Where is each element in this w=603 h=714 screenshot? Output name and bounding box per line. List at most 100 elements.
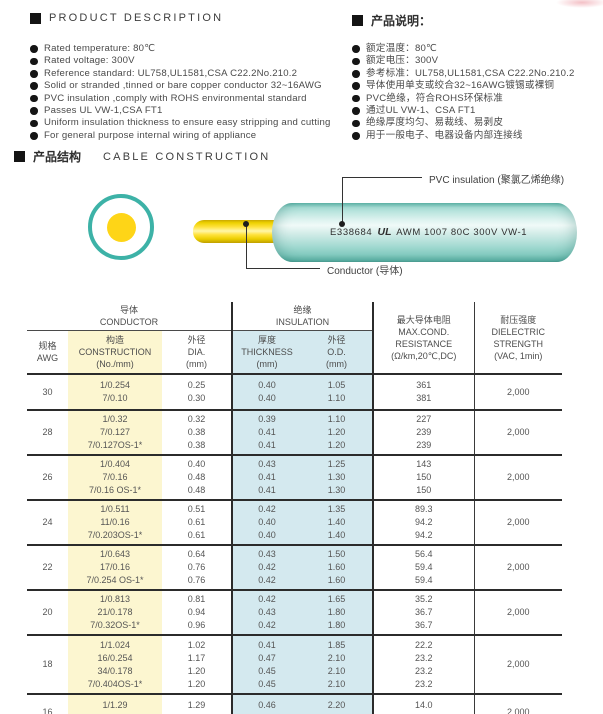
list-item: Rated voltage: 300V (30, 55, 331, 67)
list-item: 用于一般电子、电器设备内部连接线 (352, 130, 575, 142)
cell-awg: 24 (27, 500, 68, 546)
table-row-awg30: 30 1/0.254 7/0.10 0.25 0.30 0.40 0.40 1.… (27, 374, 562, 411)
construction-header: 构造 CONSTRUCTION (No./mm) (68, 330, 162, 375)
corner-artifact (556, 0, 603, 8)
cell-dielectric: 2,000 (473, 374, 562, 411)
product-notes-list: 额定温度：80℃ 额定电压：300V 参考标准：UL758,UL1581,CSA… (352, 43, 575, 142)
cell-awg: 20 (27, 590, 68, 636)
cell-od: 1.85 2.10 2.10 2.10 (301, 635, 373, 695)
section-title-text: PRODUCT DESCRIPTION (49, 12, 224, 24)
cell-dia: 0.25 0.30 (162, 374, 232, 411)
cell-dia: 0.51 0.61 0.61 (162, 500, 232, 546)
bullet-icon (352, 119, 360, 128)
cable-print-text: E338684 UL AWM 1007 80C 300V VW-1 (330, 226, 527, 238)
cell-od: 1.10 1.20 1.20 (301, 410, 373, 456)
od-header: 外径 O.D. (mm) (301, 330, 373, 375)
list-item: 额定温度：80℃ (352, 43, 575, 55)
product-notes-title: 产品说明： (352, 12, 431, 29)
cell-thickness: 0.42 0.43 0.42 (231, 590, 301, 636)
cell-thickness: 0.40 0.40 (231, 374, 301, 411)
conductor-group-header: 导体 CONDUCTOR (27, 302, 232, 331)
bullet-icon (30, 82, 38, 90)
cell-resistance: 56.4 59.4 59.4 (372, 545, 474, 591)
list-item: Solid or stranded ,tinned or bare copper… (30, 80, 331, 92)
table-row-awg28: 28 1/0.32 7/0.127 7/0.127OS-1* 0.32 0.38… (27, 410, 562, 456)
conductor-label: Conductor (导体) (327, 266, 403, 277)
cell-thickness: 0.43 0.41 0.41 (231, 455, 301, 501)
ul-logo-icon: UL (377, 226, 392, 238)
leader-line (342, 177, 343, 224)
cell-awg: 26 (27, 455, 68, 501)
cell-awg: 16 (42, 706, 53, 714)
table-row-awg16: 16 1/1.29 26/0.254 1.29 1.49 0.46 0.46 2… (27, 694, 562, 714)
awg-header: 规格 AWG (27, 330, 68, 375)
cell-dia: 1.29 1.49 (187, 700, 206, 714)
bullet-icon (30, 70, 38, 78)
black-square-icon (352, 15, 363, 26)
leader-dot (339, 221, 345, 227)
bullet-icon (352, 82, 360, 90)
cell-thickness: 0.42 0.40 0.40 (231, 500, 301, 546)
cell-dia: 0.32 0.38 0.38 (162, 410, 232, 456)
cell-construction: 1/0.254 7/0.10 (68, 374, 162, 411)
cable-cross-section (88, 194, 154, 260)
cell-resistance: 143 150 150 (372, 455, 474, 501)
list-item: For general purpose internal wiring of a… (30, 130, 331, 142)
bullet-icon (352, 107, 360, 115)
table-row-awg26: 26 1/0.404 7/0.16 7/0.16 OS-1* 0.40 0.48… (27, 455, 562, 501)
table-row-awg18: 18 1/1.024 16/0.254 34/0.178 7/0.404OS-1… (27, 635, 562, 695)
list-item: PVC insulation ,comply with ROHS environ… (30, 93, 331, 105)
cell-awg: 22 (27, 545, 68, 591)
cell-resistance: 227 239 239 (372, 410, 474, 456)
dia-header: 外径 DIA. (mm) (162, 330, 232, 375)
cell-dia: 0.64 0.76 0.76 (162, 545, 232, 591)
product-description-title: PRODUCT DESCRIPTION (30, 12, 223, 24)
table-row-awg24: 24 1/0.511 11/0.16 7/0.203OS-1* 0.51 0.6… (27, 500, 562, 546)
bullet-icon (30, 119, 38, 128)
cell-dielectric: 2,000 (473, 545, 562, 591)
list-item: Passes UL VW-1,CSA FT1 (30, 105, 331, 117)
cell-construction: 1/1.29 26/0.254 (68, 694, 162, 714)
leader-line (246, 224, 247, 269)
cell-resistance: 14.0 14.6 (372, 694, 474, 714)
cell-dia: 1.02 1.17 1.20 1.20 (162, 635, 232, 695)
conductor-core-circle (106, 212, 136, 242)
table-row-awg20: 20 1/0.813 21/0.178 7/0.32OS-1* 0.81 0.9… (27, 590, 562, 636)
cable-rating-text: AWM 1007 80C 300V VW-1 (396, 227, 528, 238)
cell-dielectric: 2,000 (473, 694, 562, 714)
bullet-icon (30, 45, 38, 53)
cell-resistance: 89.3 94.2 94.2 (372, 500, 474, 546)
list-item: Reference standard: UL758,UL1581,CSA C22… (30, 68, 331, 80)
cell-resistance: 22.2 23.2 23.2 23.2 (372, 635, 474, 695)
cell-dielectric: 2,000 (473, 455, 562, 501)
cable-construction-title: 产品结构 CABLE CONSTRUCTION (14, 148, 270, 165)
list-item: 额定电压：300V (352, 55, 575, 67)
cable-insulation-body (272, 203, 577, 262)
bullet-icon (30, 57, 38, 66)
cell-awg: 18 (27, 635, 68, 695)
section-title-zh: 产品结构 (33, 150, 82, 164)
cell-dia: 0.40 0.48 0.48 (162, 455, 232, 501)
table-row-awg22: 22 1/0.643 17/0.16 7/0.254 OS-1* 0.64 0.… (27, 545, 562, 591)
bullet-icon (30, 94, 38, 103)
bullet-icon (352, 45, 360, 53)
cell-thickness: 0.43 0.42 0.42 (231, 545, 301, 591)
thickness-header: 厚度 THICKNESS (mm) (231, 330, 301, 375)
resistance-header: 最大导体电阻 MAX.COND. RESISTANCE (Ω/km,20℃,DC… (372, 302, 474, 375)
cell-thickness: 0.39 0.41 0.41 (231, 410, 301, 456)
cell-dielectric: 2,000 (473, 635, 562, 695)
bullet-icon (352, 57, 360, 66)
bullet-icon (352, 70, 360, 78)
cell-thickness: 0.46 0.46 (231, 694, 301, 714)
leader-line (246, 268, 320, 269)
bullet-icon (30, 107, 38, 115)
product-description-list: Rated temperature: 80℃ Rated voltage: 30… (30, 43, 331, 142)
table-group-header-row: 导体 CONDUCTOR 绝缘 INSULATION 最大导体电阻 MAX.CO… (27, 302, 562, 375)
cell-resistance: 35.2 36.7 36.7 (372, 590, 474, 636)
table-sub-header-row: 规格 AWG 构造 CONSTRUCTION (No./mm) 外径 DIA. … (27, 330, 562, 375)
cell-od: 1.35 1.40 1.40 (301, 500, 373, 546)
cell-dia: 0.81 0.94 0.96 (162, 590, 232, 636)
cell-od: 1.65 1.80 1.80 (301, 590, 373, 636)
cell-construction: 1/0.813 21/0.178 7/0.32OS-1* (68, 590, 162, 636)
